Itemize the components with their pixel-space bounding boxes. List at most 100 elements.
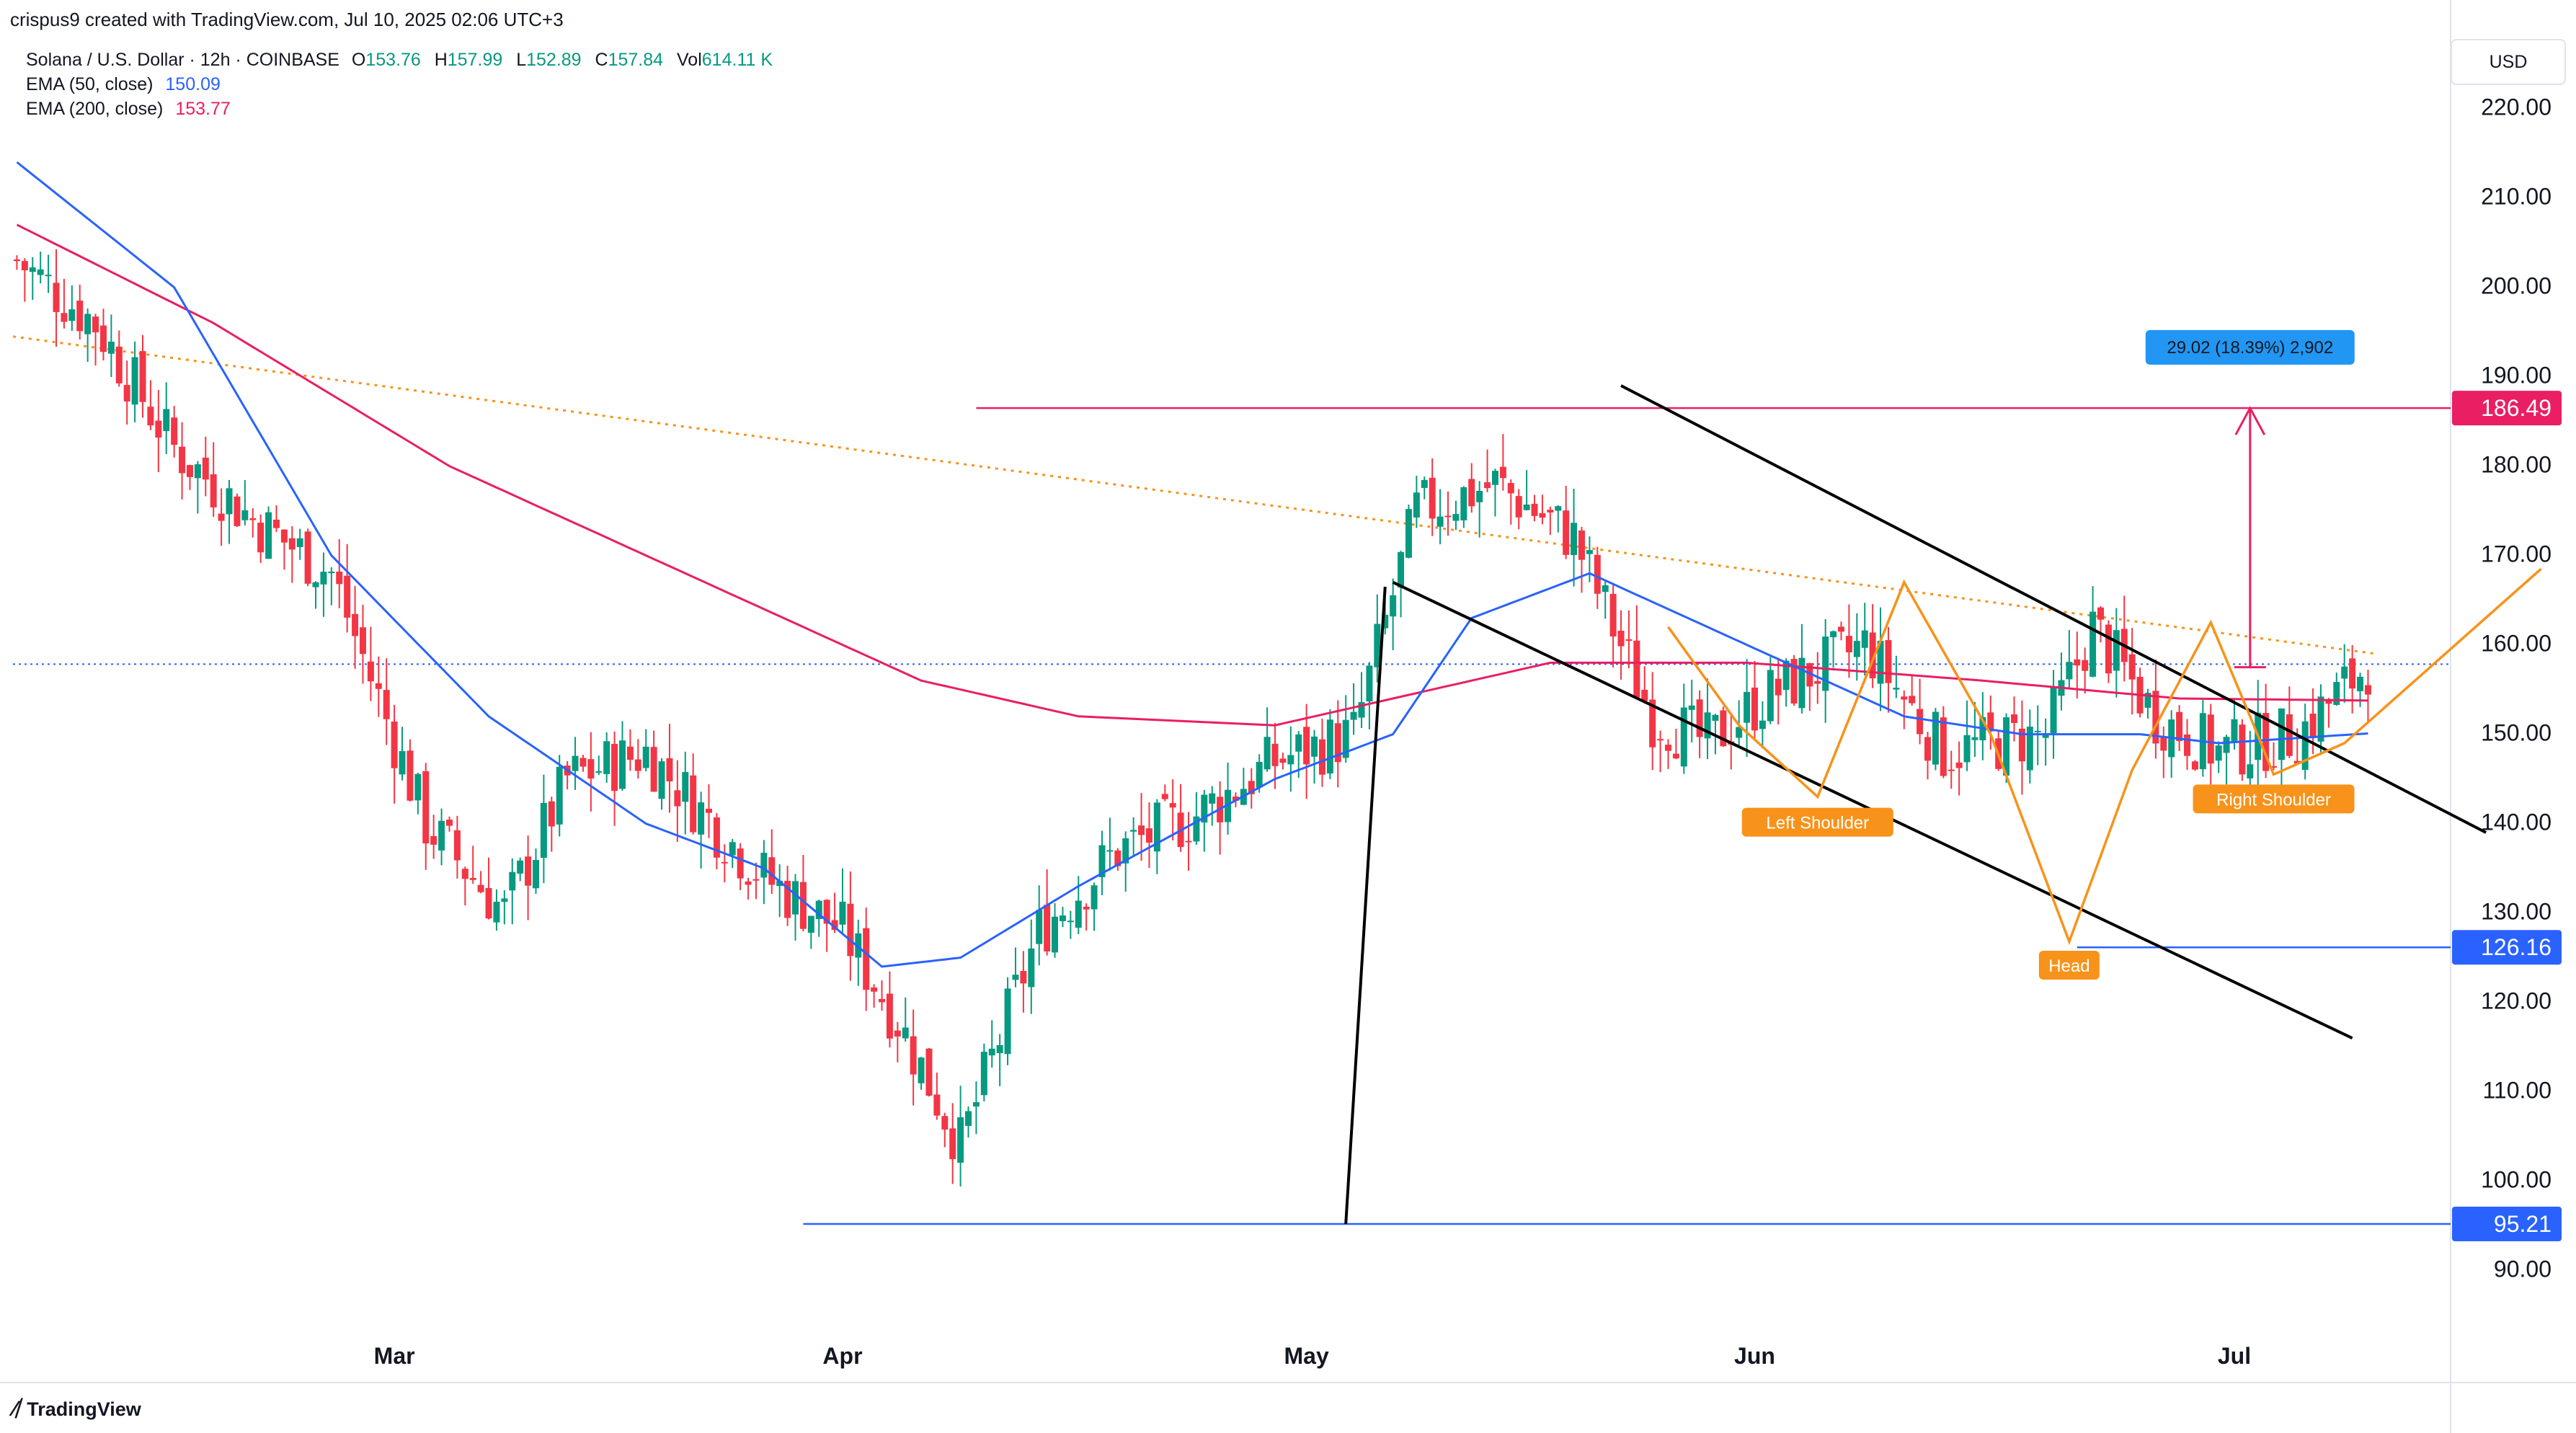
candle-body <box>336 571 343 585</box>
candle-body <box>1209 793 1216 804</box>
candle-body <box>1633 640 1640 698</box>
candle-body <box>422 771 430 844</box>
candle-body <box>1712 714 1719 721</box>
candle-body <box>1429 477 1436 519</box>
legend-symbol-row[interactable]: Solana / U.S. Dollar · 12h · COINBASE O1… <box>26 48 781 72</box>
header-bar: crispus9 created with TradingView.com, J… <box>0 0 2576 32</box>
y-tick-label: 90.00 <box>2494 1256 2551 1282</box>
candle-body <box>1232 797 1239 801</box>
candle-body <box>186 465 193 477</box>
candle-body <box>1248 781 1255 794</box>
candle-body <box>1830 631 1837 638</box>
candle-body <box>721 861 728 864</box>
candle-body <box>1185 840 1192 843</box>
candle-body <box>1201 794 1208 823</box>
candle-body <box>1452 514 1460 521</box>
pattern-label-text: Right Shoulder <box>2216 790 2331 809</box>
candle-body <box>99 325 107 352</box>
legend-ema50-row[interactable]: EMA (50, close) 150.09 <box>26 72 781 97</box>
candle-body <box>1161 794 1168 799</box>
candle-body <box>375 683 382 689</box>
y-tick-label: 110.00 <box>2483 1078 2552 1104</box>
candle-body <box>407 750 414 801</box>
candle-body <box>2357 676 2364 691</box>
candle-body <box>1602 585 1609 593</box>
candle-body <box>2239 724 2246 775</box>
descending-trendline <box>12 335 2376 655</box>
candle-body <box>1901 696 1908 700</box>
tradingview-footer[interactable]: ⁄⧸ TradingView <box>13 1397 141 1421</box>
candle-body <box>131 357 138 405</box>
legend-ema200-row[interactable]: EMA (200, close) 153.77 <box>26 97 781 121</box>
footer-brand: TradingView <box>27 1398 141 1420</box>
pattern-label-text: Head <box>2048 957 2089 976</box>
candle-body <box>2349 658 2356 689</box>
candle-body <box>280 529 288 543</box>
y-tick-label: 130.00 <box>2481 899 2551 925</box>
candle-body <box>2082 660 2089 671</box>
candle-body <box>839 901 846 925</box>
candle-body <box>871 987 878 992</box>
candle-body <box>1555 506 1562 511</box>
candle-body <box>1617 631 1625 647</box>
candle-body <box>1861 630 1868 648</box>
candle-body <box>886 993 893 1039</box>
ema200-label: EMA (200, close) <box>26 99 164 119</box>
candle-body <box>296 538 303 547</box>
candle-body <box>352 613 359 636</box>
candle-body <box>1358 702 1365 718</box>
candle-body <box>855 933 862 958</box>
candle-body <box>163 409 170 432</box>
candle-body <box>1145 828 1152 843</box>
candle-body <box>61 313 68 322</box>
candle-body <box>737 848 744 879</box>
candle-body <box>84 314 92 334</box>
candle-body <box>1052 916 1059 953</box>
candle-body <box>1507 483 1514 494</box>
candle-body <box>540 802 547 859</box>
candle-body <box>933 1094 941 1116</box>
candle-body <box>1838 626 1844 632</box>
candle-body <box>469 877 476 880</box>
candle-body <box>1075 900 1082 928</box>
candle-body <box>2034 730 2041 732</box>
ohlc-open-value: 153.76 <box>365 50 421 70</box>
candle-body <box>383 690 390 719</box>
ohlc-close-key: C <box>595 50 608 70</box>
candle-body <box>1744 691 1751 723</box>
candle-body <box>328 571 335 574</box>
candle-body <box>1256 762 1263 788</box>
y-tick-label: 150.00 <box>2481 720 2551 746</box>
candle-body <box>2184 734 2191 756</box>
x-tick-label: May <box>1284 1343 1329 1369</box>
candle-body <box>1114 850 1122 866</box>
currency-button[interactable]: USD <box>2451 39 2566 85</box>
candle-body <box>1374 624 1381 667</box>
candle-body <box>626 746 634 760</box>
candle-body <box>1893 688 1900 690</box>
candle-body <box>21 261 28 271</box>
candle-body <box>1476 490 1483 502</box>
candle-body <box>1342 719 1349 758</box>
candle-body <box>1547 510 1554 513</box>
ohlc-low-value: 152.89 <box>526 50 582 70</box>
candle-body <box>1020 971 1027 984</box>
y-tick-label: 220.00 <box>2481 94 2551 120</box>
candle-body <box>1279 758 1287 763</box>
candle-body <box>445 820 453 826</box>
candle-body <box>2325 700 2332 704</box>
candle-body <box>1098 845 1106 877</box>
candle-body <box>1382 614 1389 629</box>
flag-pole-line <box>1344 586 1387 1225</box>
candle-body <box>1326 719 1333 774</box>
candle-body <box>2128 654 2136 680</box>
candle-body <box>996 1044 1003 1054</box>
candle-body <box>1909 696 1916 704</box>
candle-body <box>1720 710 1727 747</box>
candle-body <box>1571 523 1578 556</box>
candle-body <box>1067 920 1074 923</box>
candle-body <box>1436 516 1444 527</box>
y-tick-label: 170.00 <box>2481 541 2551 567</box>
y-tick-label: 180.00 <box>2481 452 2551 478</box>
